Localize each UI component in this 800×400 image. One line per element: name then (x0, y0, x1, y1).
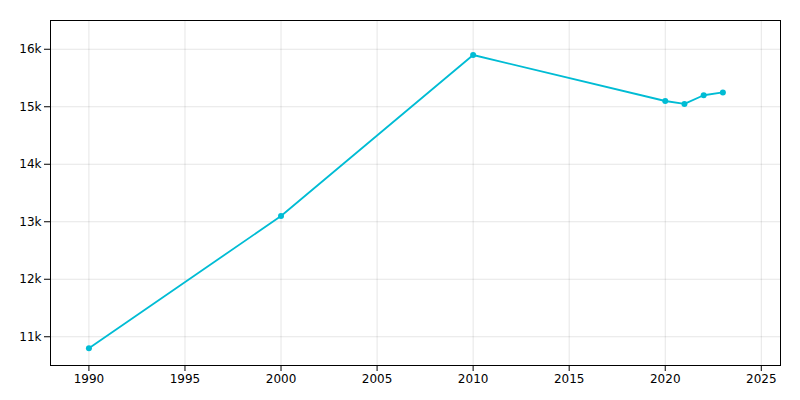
svg-text:2010: 2010 (458, 372, 489, 386)
svg-text:2015: 2015 (554, 372, 585, 386)
svg-text:14k: 14k (19, 157, 41, 171)
svg-text:13k: 13k (19, 215, 41, 229)
svg-text:11k: 11k (19, 330, 41, 344)
svg-text:12k: 12k (19, 272, 41, 286)
svg-text:15k: 15k (19, 100, 41, 114)
svg-text:16k: 16k (19, 42, 41, 56)
svg-text:2005: 2005 (362, 372, 393, 386)
svg-text:2000: 2000 (266, 372, 297, 386)
svg-text:1995: 1995 (170, 372, 201, 386)
svg-text:1990: 1990 (74, 372, 105, 386)
svg-text:2025: 2025 (746, 372, 777, 386)
svg-text:2020: 2020 (650, 372, 681, 386)
